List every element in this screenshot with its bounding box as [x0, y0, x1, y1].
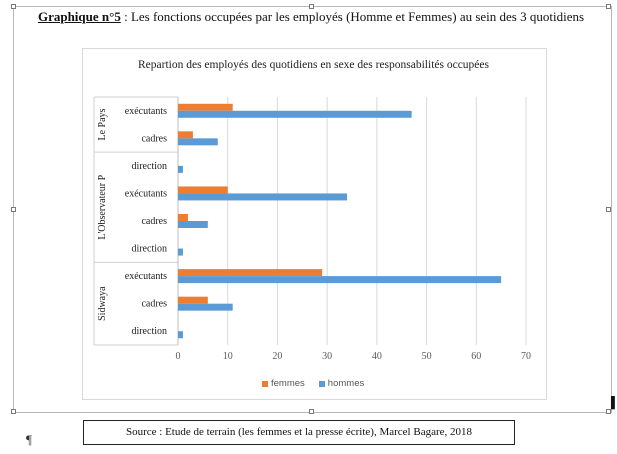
x-tick-label-60: 60	[471, 351, 481, 362]
figure-caption: : Les fonctions occupées par les employé…	[120, 9, 585, 24]
bar-femmes-6	[178, 269, 323, 277]
x-tick-label-10: 10	[223, 351, 233, 362]
legend: femmes hommes	[262, 378, 364, 389]
legend-label-hommes: hommes	[327, 378, 365, 389]
bar-hommes-6	[178, 276, 502, 284]
resize-handle-bottom-right[interactable]	[606, 409, 611, 414]
resize-handle-bottom-left[interactable]	[11, 409, 16, 414]
legend-swatch-femmes	[262, 380, 268, 387]
legend-swatch-hommes	[318, 380, 325, 387]
bar-hommes-4	[178, 221, 208, 228]
resize-handle-top-right[interactable]	[606, 4, 611, 9]
bar-femmes-0	[178, 103, 233, 111]
x-tick-label-70: 70	[521, 351, 531, 362]
labels: exécutants cadres direction exécutants cadre…	[97, 106, 167, 337]
resize-handle-top-left[interactable]	[11, 4, 16, 9]
category-label-1: cadres	[141, 133, 167, 144]
category-label-4: cadres	[141, 216, 167, 227]
group-label-2: Sidwaya	[97, 286, 108, 321]
bar-femmes-3	[178, 186, 228, 194]
legend-item-femmes: femmes	[262, 378, 305, 389]
category-label-3: exécutants	[125, 188, 167, 199]
category-label-0: exécutants	[125, 106, 167, 117]
bar-hommes-0	[178, 110, 412, 118]
bars	[178, 103, 502, 339]
figure-number: Graphique n°5	[37, 9, 121, 24]
legend-item-hommes: hommes	[318, 378, 365, 389]
bar-femmes-7	[178, 296, 208, 304]
category-label-7: cadres	[141, 299, 167, 310]
resize-handle-middle-left[interactable]	[11, 207, 16, 212]
resize-handle-bottom-center[interactable]	[309, 409, 314, 414]
bar-hommes-7	[178, 303, 233, 311]
x-tick-label-0: 0	[176, 351, 181, 362]
figure-heading: Graphique n°5 : Les fonctions occupées p…	[16, 9, 606, 24]
bar-femmes-4	[178, 214, 188, 221]
x-tick-label-40: 40	[372, 351, 382, 362]
category-label-2: direction	[131, 161, 167, 172]
group-label-0: Le Pays	[97, 108, 108, 140]
chart-area[interactable]	[82, 48, 547, 400]
source-caption-box: Source : Etude de terrain (les femmes et…	[83, 420, 515, 445]
chart-title: Repartion des employés des quotidiens en…	[138, 59, 489, 71]
category-label-6: exécutants	[125, 271, 167, 282]
paragraph-mark: ¶	[26, 432, 32, 447]
x-tick-label-50: 50	[422, 351, 432, 362]
x-tick-label-20: 20	[272, 351, 282, 362]
resize-handle-top-center[interactable]	[309, 4, 314, 9]
bar-femmes-1	[178, 131, 193, 139]
bar-hommes-3	[178, 193, 348, 201]
bar-hommes-2	[178, 165, 183, 173]
group-label-1: L'Observateur P	[97, 174, 108, 239]
bar-hommes-5	[178, 248, 183, 256]
anchor-mark: ▐	[607, 397, 615, 409]
category-label-8: direction	[131, 326, 167, 337]
bar-hommes-8	[178, 331, 183, 339]
x-tick-label-30: 30	[322, 351, 332, 362]
legend-label-femmes: femmes	[271, 378, 305, 389]
bar-hommes-1	[178, 138, 218, 146]
category-label-5: direction	[131, 244, 167, 255]
resize-handle-middle-right[interactable]	[606, 207, 611, 212]
